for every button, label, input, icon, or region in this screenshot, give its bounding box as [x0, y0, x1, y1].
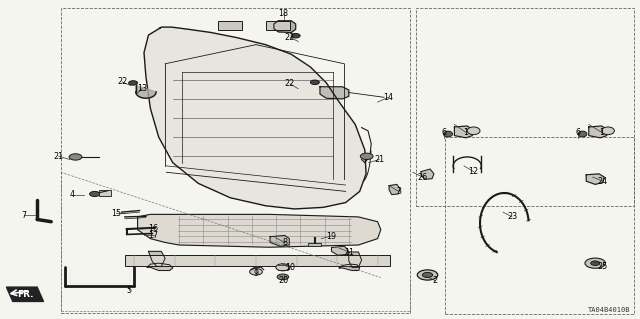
Bar: [218, 21, 242, 30]
Text: 2: 2: [433, 276, 438, 285]
Polygon shape: [270, 235, 289, 246]
Polygon shape: [147, 263, 173, 271]
Text: 4: 4: [69, 190, 74, 199]
Bar: [266, 21, 290, 30]
Ellipse shape: [602, 127, 614, 135]
Text: 22: 22: [285, 33, 295, 42]
Ellipse shape: [250, 269, 262, 275]
Polygon shape: [589, 126, 607, 138]
Text: 21: 21: [374, 155, 385, 164]
Bar: [61, 8, 410, 313]
Text: 12: 12: [468, 167, 479, 176]
Polygon shape: [339, 264, 360, 271]
Ellipse shape: [90, 191, 100, 197]
Polygon shape: [349, 252, 362, 267]
Ellipse shape: [129, 81, 138, 85]
Ellipse shape: [277, 274, 289, 280]
Bar: [125, 255, 390, 266]
Text: 22: 22: [285, 79, 295, 88]
Text: FR.: FR.: [17, 290, 34, 299]
Text: 18: 18: [278, 9, 289, 18]
Polygon shape: [136, 85, 156, 98]
Text: 15: 15: [111, 209, 122, 218]
Polygon shape: [274, 21, 296, 33]
Polygon shape: [138, 214, 381, 247]
Ellipse shape: [444, 131, 452, 137]
Polygon shape: [148, 251, 165, 266]
Ellipse shape: [360, 153, 373, 160]
Text: 24: 24: [598, 177, 608, 186]
Ellipse shape: [69, 154, 82, 160]
Bar: [308, 243, 321, 246]
Bar: [445, 137, 634, 314]
Polygon shape: [144, 27, 366, 209]
Polygon shape: [320, 87, 349, 99]
Ellipse shape: [291, 33, 300, 38]
Text: 1: 1: [599, 128, 604, 137]
Ellipse shape: [422, 272, 433, 278]
Text: 13: 13: [137, 84, 147, 93]
Text: 9: 9: [253, 269, 259, 278]
Ellipse shape: [276, 264, 290, 271]
Polygon shape: [332, 246, 348, 255]
Text: 6: 6: [441, 128, 446, 137]
Text: 26: 26: [417, 173, 428, 182]
Text: 20: 20: [278, 276, 289, 285]
Text: 7: 7: [22, 211, 27, 220]
Text: 19: 19: [326, 232, 336, 241]
Polygon shape: [421, 169, 434, 179]
Ellipse shape: [578, 131, 587, 137]
Ellipse shape: [417, 270, 438, 280]
Text: 8: 8: [282, 238, 287, 247]
Text: 16: 16: [148, 224, 159, 233]
Text: 1: 1: [463, 128, 468, 137]
Text: 22: 22: [117, 78, 127, 86]
Text: 25: 25: [598, 262, 608, 271]
Polygon shape: [586, 174, 604, 184]
Polygon shape: [389, 184, 400, 195]
Bar: [416, 8, 634, 206]
Text: 11: 11: [344, 248, 355, 256]
Text: 5: 5: [127, 286, 132, 295]
Text: 14: 14: [383, 93, 394, 102]
Text: TA04B4010B: TA04B4010B: [588, 307, 630, 313]
Text: 23: 23: [507, 212, 517, 221]
Text: 3: 3: [396, 187, 401, 196]
Ellipse shape: [467, 127, 480, 135]
Polygon shape: [454, 126, 472, 138]
Ellipse shape: [591, 261, 600, 265]
Bar: [99, 190, 111, 196]
Text: 21: 21: [54, 152, 64, 161]
Ellipse shape: [310, 80, 319, 85]
Polygon shape: [6, 287, 44, 301]
Text: 6: 6: [575, 128, 580, 137]
Text: 10: 10: [285, 263, 295, 272]
Ellipse shape: [585, 258, 605, 268]
Text: 17: 17: [148, 231, 159, 240]
